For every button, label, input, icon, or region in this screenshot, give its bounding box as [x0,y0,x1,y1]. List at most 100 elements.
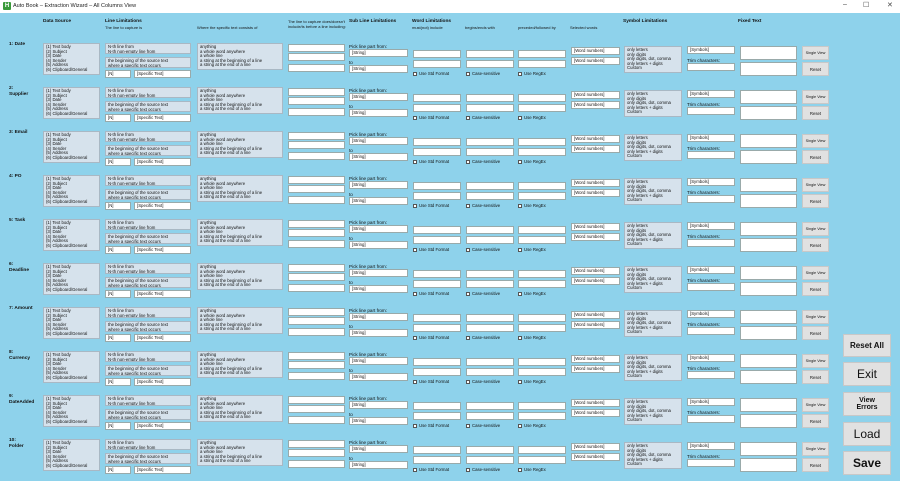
list-option[interactable]: only letters [627,91,648,96]
save-button[interactable]: Save [843,451,891,475]
list-option[interactable]: (5) Address [46,194,68,200]
list-option[interactable]: only digits, dot, comma [627,188,671,194]
include-line-input-2[interactable] [288,53,345,61]
use-regex-checkbox[interactable]: Use RegEx [518,159,546,164]
list-option[interactable]: a whole line [200,273,223,279]
list-option[interactable]: N-th line from [108,396,134,401]
list-option[interactable]: N-th line from [108,176,134,181]
selected-words-input-2[interactable]: [Word numbers] [571,189,620,197]
checkbox-icon[interactable] [466,159,470,164]
list-option[interactable]: only letters [627,443,648,448]
symbols-input[interactable]: [Symbols] [687,398,735,406]
checkbox-icon[interactable] [466,379,470,384]
fixed-text-input-2[interactable] [740,414,797,428]
use-std-format-checkbox[interactable]: Use Std Format [413,203,449,208]
specific-text-type-list[interactable]: anything a whole word anywhere a whole lin… [197,87,283,114]
checkbox-icon[interactable] [413,423,417,428]
list-option[interactable]: where a specific text occurs [108,282,161,288]
sub-line-from-input[interactable]: [String] [349,181,408,189]
list-option[interactable]: N-th line from [108,308,134,313]
list-option[interactable]: anything [200,44,217,49]
checkbox-icon[interactable] [413,379,417,384]
reset-button[interactable]: Reset [802,326,829,340]
list-option[interactable]: (3) Date [46,229,62,235]
symbols-input[interactable]: [Symbols] [687,442,735,450]
begins-ends-input-2[interactable] [466,456,514,464]
list-option[interactable]: anything [200,176,217,181]
list-option[interactable]: N-th line from [108,44,134,49]
preceded-followed-input-2[interactable] [518,104,566,112]
list-option[interactable]: where a specific text occurs [108,414,161,420]
list-option[interactable]: N-th non-empty line from [108,268,156,274]
list-option[interactable]: N-th line from [108,132,134,137]
fixed-text-input-1[interactable] [740,178,797,192]
list-option[interactable]: anything [200,264,217,269]
include-line-input-1[interactable] [288,352,345,360]
sub-line-to-input[interactable]: [String] [349,285,408,293]
data-source-list[interactable]: (1) Text body (2) Subject (3) Date (4) Send… [43,219,100,251]
trim-characters-input[interactable] [687,459,735,467]
use-regex-checkbox[interactable]: Use RegEx [518,203,546,208]
list-option[interactable]: (2) Subject [46,356,67,362]
list-option[interactable]: a string at the beginning of a line [200,277,263,283]
selected-words-input-2[interactable]: [Word numbers] [571,101,620,109]
list-option[interactable]: (2) Subject [46,268,67,274]
data-source-list[interactable]: (1) Text body (2) Subject (3) Date (4) Send… [43,307,100,339]
list-option[interactable]: (3) Date [46,97,62,103]
include-line-input-1[interactable] [288,264,345,272]
list-option[interactable]: (3) Date [46,317,62,323]
checkbox-icon[interactable] [518,423,522,428]
include-line-input-1[interactable] [288,308,345,316]
list-option[interactable]: (2) Subject [46,444,67,450]
list-option[interactable]: only letters [627,179,648,184]
list-option[interactable]: (4) Sender [46,321,67,327]
list-option[interactable]: a whole word anywhere [200,136,246,142]
preceded-followed-input-2[interactable] [518,148,566,156]
maximize-icon[interactable]: ☐ [863,2,870,9]
list-option[interactable]: (4) Sender [46,365,67,371]
sub-line-to-input[interactable]: [String] [349,329,408,337]
list-option[interactable]: only digits, dot, comma [627,364,671,370]
begins-ends-input-2[interactable] [466,148,514,156]
list-option[interactable]: (6) Clipboard/General [46,418,88,424]
list-option[interactable]: a whole line [200,317,223,323]
list-option[interactable]: (4) Sender [46,277,67,283]
n-input[interactable]: [N] [105,70,131,78]
list-option[interactable]: (3) Date [46,53,62,59]
preceded-followed-input-2[interactable] [518,192,566,200]
include-line-input-2[interactable] [288,141,345,149]
trim-characters-input[interactable] [687,239,735,247]
data-source-list[interactable]: (1) Text body (2) Subject (3) Date (4) Send… [43,131,100,163]
list-option[interactable]: a string at the end of a line [200,194,251,200]
list-option[interactable]: N-th non-empty line from [108,136,156,142]
line-origin-list[interactable]: the beginning of the source text where a … [105,409,191,420]
list-option[interactable]: (3) Date [46,405,62,411]
list-option[interactable]: only letters + digits [627,412,663,418]
symbol-limitations-list[interactable]: only letters only digits only digits, dot,… [624,178,682,205]
fixed-text-input-2[interactable] [740,458,797,472]
preceded-followed-input-2[interactable] [518,412,566,420]
sub-line-to-input[interactable]: [String] [349,153,408,161]
symbol-limitations-list[interactable]: only letters only digits only digits, dot,… [624,354,682,381]
preceded-followed-input-1[interactable] [518,182,566,190]
must-include-input-2[interactable] [413,104,461,112]
list-option[interactable]: only digits, dot, comma [627,452,671,458]
trim-characters-input[interactable] [687,283,735,291]
list-option[interactable]: (1) Text body [46,440,71,445]
list-option[interactable]: (3) Date [46,361,62,367]
list-option[interactable]: Custom [627,65,642,71]
fixed-text-input-2[interactable] [740,106,797,120]
include-line-input-3[interactable] [288,284,345,292]
checkbox-icon[interactable] [413,71,417,76]
checkbox-icon[interactable] [518,203,522,208]
selected-words-input-1[interactable]: [Word numbers] [571,443,620,451]
trim-characters-input[interactable] [687,371,735,379]
n-input[interactable]: [N] [105,158,131,166]
list-option[interactable]: (2) Subject [46,180,67,186]
sub-line-from-input[interactable]: [String] [349,225,408,233]
symbol-limitations-list[interactable]: only letters only digits only digits, dot,… [624,46,682,73]
list-option[interactable]: N-th non-empty line from [108,224,156,230]
list-option[interactable]: (2) Subject [46,224,67,230]
list-option[interactable]: anything [200,88,217,93]
selected-words-input-1[interactable]: [Word numbers] [571,179,620,187]
